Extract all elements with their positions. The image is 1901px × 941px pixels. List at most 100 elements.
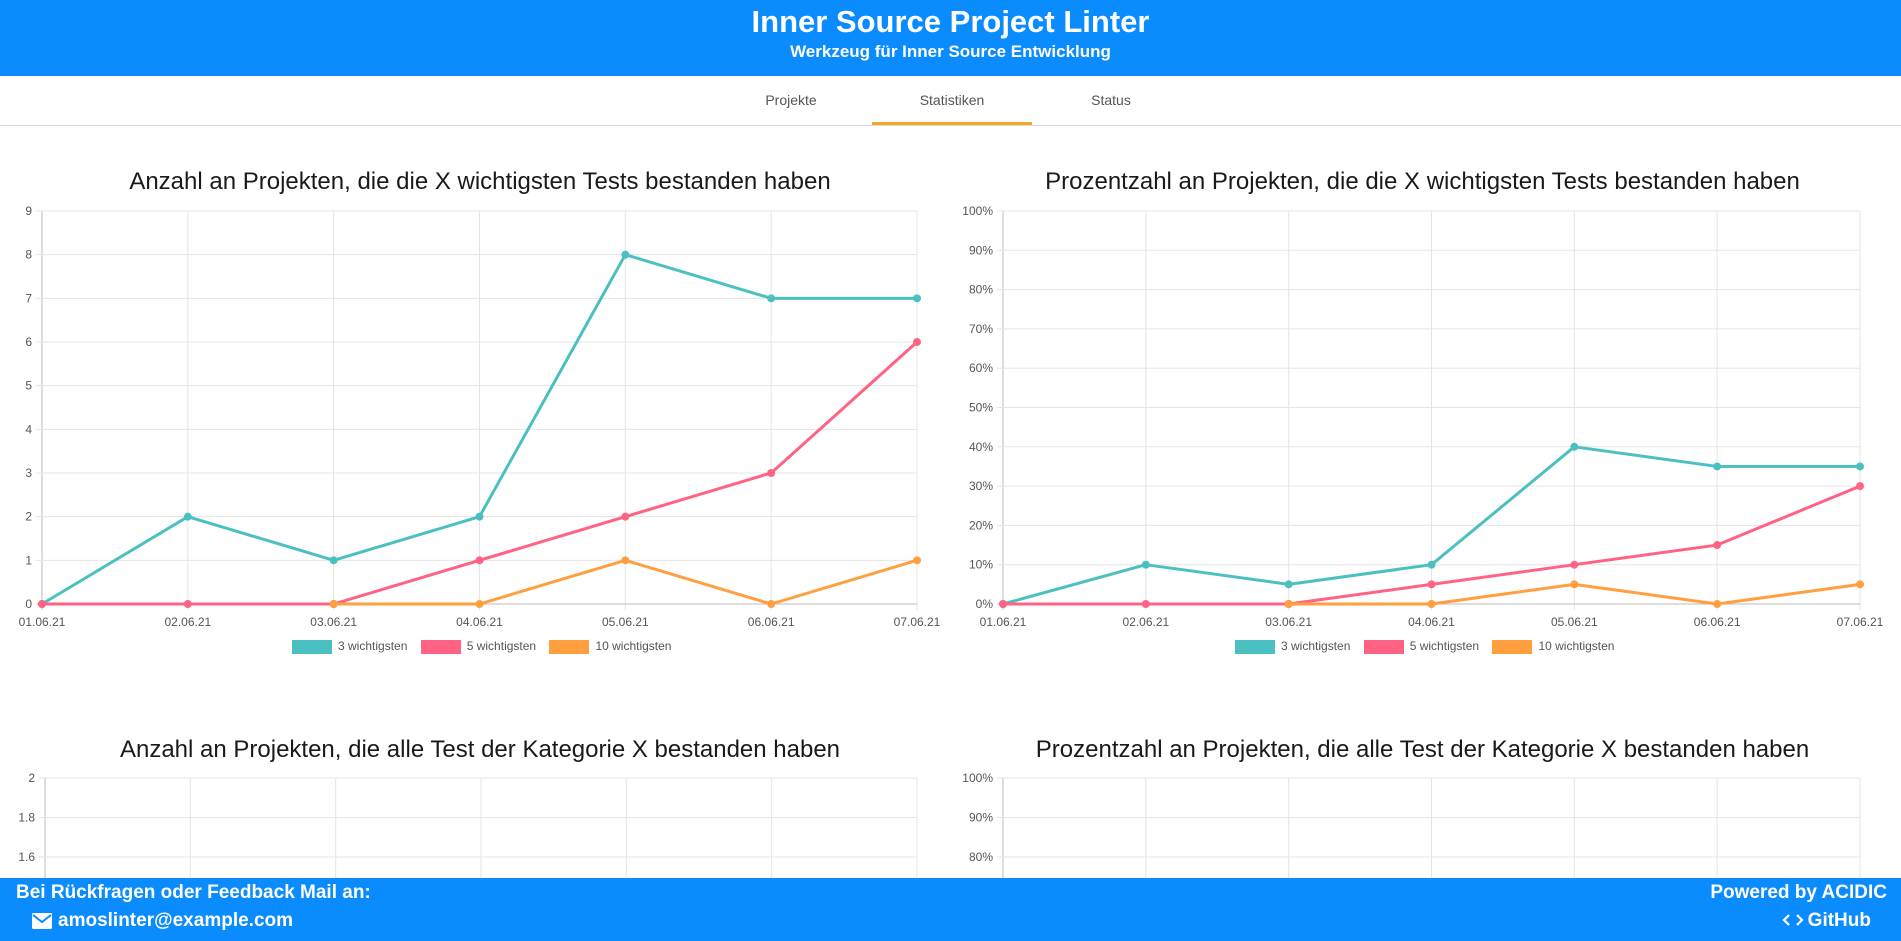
legend-item-3-wichtigsten[interactable]: 3 wichtigsten [1235, 639, 1350, 654]
y-tick-label: 3 [25, 466, 32, 480]
data-point-5-wichtigsten [1856, 482, 1864, 491]
chart-prozent-kategorie-x: 80% 90% 100% [962, 771, 1861, 941]
x-tick-label: 02.06.21 [1122, 615, 1169, 629]
legend-prozent-x-wichtigsten: 3 wichtigsten 5 wichtigsten 10 wichtigst… [1235, 639, 1624, 659]
nav-tabs: Projekte Statistiken Status [0, 76, 1901, 126]
mail-icon [32, 913, 52, 929]
x-tick-label: 06.06.21 [1694, 615, 1741, 629]
y-tick-label: 100% [962, 204, 993, 218]
data-point-3-wichtigsten [621, 250, 630, 259]
x-tick-label: 03.06.21 [1265, 615, 1312, 629]
y-tick-label: 4 [25, 422, 32, 436]
y-tick-label: 100% [962, 771, 993, 785]
y-tick-label: 80% [969, 283, 993, 297]
data-point-3-wichtigsten [329, 556, 338, 565]
x-tick-label: 07.06.21 [1837, 615, 1884, 629]
y-tick-label: 5 [25, 379, 32, 393]
data-point-3-wichtigsten [913, 294, 921, 303]
legend-item-5-wichtigsten[interactable]: 5 wichtigsten [420, 639, 537, 654]
legend-item-5-wichtigsten[interactable]: 5 wichtigsten [1363, 639, 1480, 654]
x-tick-label: 05.06.21 [1551, 615, 1598, 629]
data-point-5-wichtigsten [1427, 580, 1436, 589]
powered-by: Powered by ACIDIC [1710, 882, 1887, 903]
tab-status[interactable]: Status [1091, 92, 1131, 108]
data-point-10-wichtigsten [767, 600, 776, 608]
data-point-5-wichtigsten [767, 469, 776, 477]
chart-title-prozent-x-wichtigsten: Prozentzahl an Projekten, die die X wich… [1045, 168, 1800, 195]
x-tick-label: 04.06.21 [456, 615, 503, 629]
x-tick-label: 07.06.21 [894, 615, 941, 629]
y-tick-label: 10% [969, 558, 993, 572]
data-point-10-wichtigsten [1570, 580, 1579, 589]
legend-anzahl-x-wichtigsten: 3 wichtigsten 5 wichtigsten 10 wichtigst… [292, 639, 681, 659]
x-tick-label: 01.06.21 [980, 615, 1027, 629]
data-point-3-wichtigsten [1141, 560, 1150, 569]
legend-label: 3 wichtigsten [338, 639, 408, 653]
github-label: GitHub [1807, 910, 1871, 931]
github-link[interactable]: GitHub [1782, 910, 1871, 932]
data-point-3-wichtigsten [1284, 580, 1293, 589]
y-tick-label: 1.8 [18, 811, 35, 825]
y-tick-label: 90% [969, 811, 993, 825]
y-tick-label: 40% [969, 440, 993, 454]
data-point-3-wichtigsten [1427, 560, 1436, 569]
data-point-10-wichtigsten [1284, 600, 1293, 608]
data-point-3-wichtigsten [1713, 462, 1722, 471]
chart-title-prozent-kategorie-x: Prozentzahl an Projekten, die alle Test … [1035, 736, 1810, 763]
legend-label: 5 wichtigsten [466, 639, 537, 653]
legend-label: 3 wichtigsten [1281, 639, 1351, 653]
tab-projekte[interactable]: Projekte [765, 92, 817, 108]
y-tick-label: 2 [28, 771, 35, 785]
data-point-10-wichtigsten [1856, 580, 1864, 589]
y-tick-label: 6 [25, 335, 32, 349]
data-point-5-wichtigsten [621, 512, 630, 521]
data-point-3-wichtigsten [1856, 462, 1864, 471]
data-point-3-wichtigsten [1570, 442, 1579, 451]
data-point-3-wichtigsten [475, 512, 484, 521]
x-tick-label: 05.06.21 [602, 615, 649, 629]
y-tick-label: 0% [976, 597, 994, 611]
chart-anzahl-x-wichtigsten: 0 1 2 3 4 5 6 7 8 9 01.06.21 02.06.21 03.06.21 04.06.… [19, 204, 941, 629]
y-tick-label: 70% [969, 322, 993, 336]
data-point-10-wichtigsten [1427, 600, 1436, 608]
x-tick-label: 03.06.21 [310, 615, 357, 629]
legend-item-3-wichtigsten[interactable]: 3 wichtigsten [292, 639, 407, 654]
x-tick-label: 01.06.21 [19, 615, 66, 629]
y-tick-label: 1 [25, 553, 32, 567]
y-tick-label: 20% [969, 518, 993, 532]
email-link[interactable]: amoslinter@example.com [32, 910, 293, 932]
data-point-10-wichtigsten [621, 556, 630, 565]
data-point-10-wichtigsten [329, 600, 338, 608]
legend-label: 5 wichtigsten [1409, 639, 1480, 653]
code-icon [1782, 914, 1804, 926]
y-tick-label: 9 [25, 204, 32, 218]
app-footer: Bei Rückfragen oder Feedback Mail an: am… [0, 878, 1901, 941]
legend-item-10-wichtigsten[interactable]: 10 wichtigsten [549, 639, 671, 654]
y-tick-label: 30% [969, 479, 993, 493]
data-point-5-wichtigsten [913, 338, 921, 346]
y-tick-label: 1.6 [18, 850, 35, 864]
chart-title-anzahl-kategorie-x: Anzahl an Projekten, die alle Test der K… [119, 736, 841, 763]
data-point-5-wichtigsten [1141, 600, 1150, 608]
data-point-3-wichtigsten [767, 294, 776, 303]
data-point-10-wichtigsten [475, 600, 484, 608]
legend-label: 10 wichtigsten [595, 639, 672, 653]
data-point-3-wichtigsten [183, 512, 192, 521]
app-header: Inner Source Project Linter Werkzeug für… [0, 0, 1901, 76]
data-point-5-wichtigsten [1570, 560, 1579, 569]
y-tick-label: 7 [25, 291, 32, 305]
y-tick-label: 8 [25, 248, 32, 262]
data-point-5-wichtigsten [475, 556, 484, 565]
x-tick-label: 02.06.21 [164, 615, 211, 629]
data-point-5-wichtigsten [1713, 541, 1722, 550]
x-tick-label: 06.06.21 [748, 615, 795, 629]
chart-title-anzahl-x-wichtigsten: Anzahl an Projekten, die die X wichtigst… [129, 168, 831, 195]
y-tick-label: 50% [969, 401, 993, 415]
data-point-10-wichtigsten [913, 556, 921, 565]
data-point-5-wichtigsten [999, 600, 1007, 608]
legend-item-10-wichtigsten[interactable]: 10 wichtigsten [1492, 639, 1614, 654]
y-tick-label: 2 [25, 510, 32, 524]
app-subtitle: Werkzeug für Inner Source Entwicklung [790, 42, 1111, 61]
tab-statistiken[interactable]: Statistiken [872, 76, 1032, 125]
legend-label: 10 wichtigsten [1538, 639, 1615, 653]
